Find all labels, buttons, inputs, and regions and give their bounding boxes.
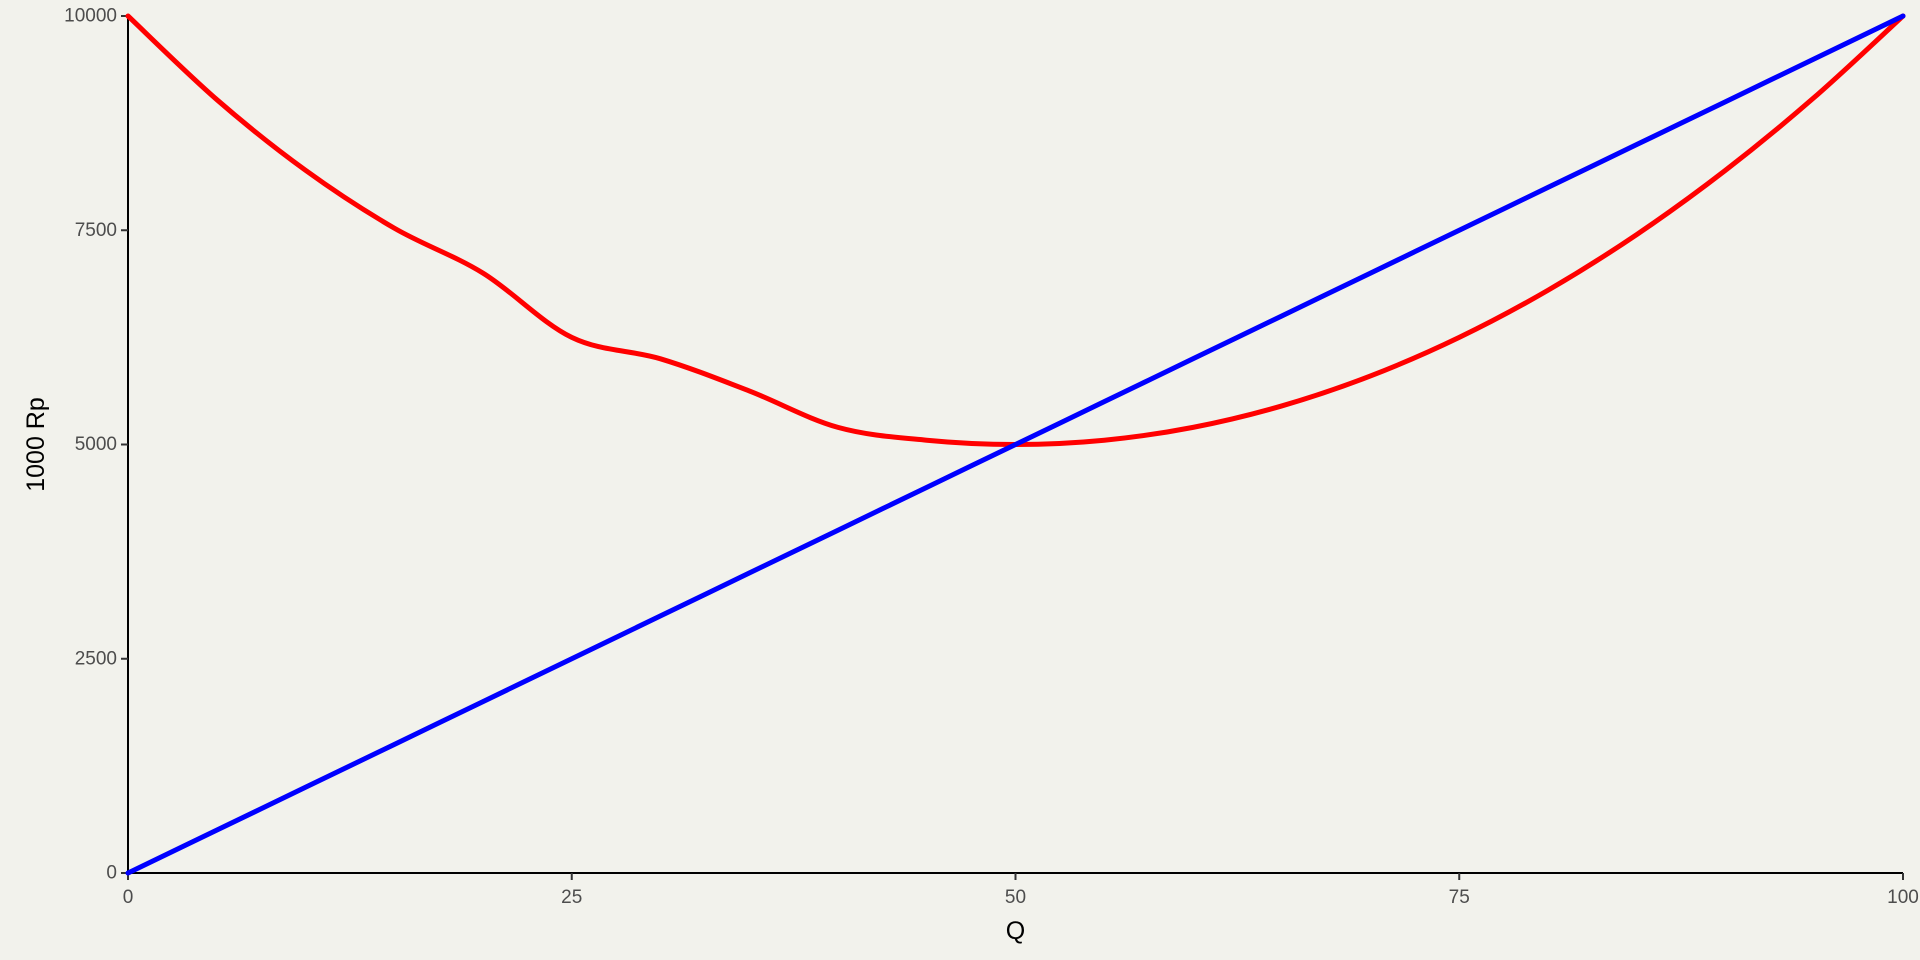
series-line-blue (125, 13, 1906, 876)
y-tick-label: 2500 (75, 648, 117, 669)
x-tick-label: 0 (123, 887, 134, 908)
y-tick-label: 5000 (75, 434, 117, 455)
y-tick-label: 7500 (75, 220, 117, 241)
y-tick-label: 0 (106, 863, 117, 884)
y-axis-title: 1000 Rp (22, 397, 50, 492)
x-tick-label: 75 (1449, 887, 1470, 908)
x-tick-label: 25 (561, 887, 582, 908)
x-tick-label: 100 (1887, 887, 1919, 908)
x-axis-title: Q (1006, 917, 1025, 945)
y-axis-ticks: 0 2500 5000 7500 10000 (64, 6, 128, 884)
x-tick-label: 50 (1005, 887, 1026, 908)
series-line-red (125, 13, 1906, 447)
y-tick-label: 10000 (64, 6, 117, 27)
series-group (125, 13, 1906, 876)
x-axis-ticks: 0 25 50 75 100 (123, 873, 1919, 908)
